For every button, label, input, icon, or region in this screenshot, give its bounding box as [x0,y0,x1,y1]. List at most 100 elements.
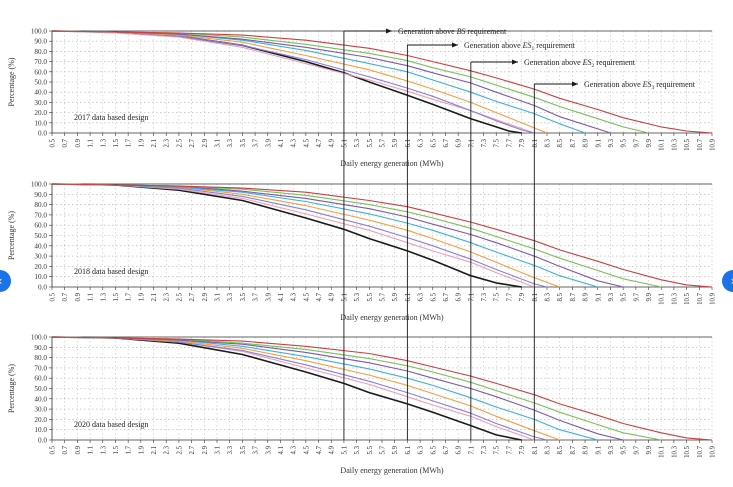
x-tick-label: 8.7 [570,292,577,301]
x-tick-label: 8.9 [583,445,590,454]
x-tick-label: 7.9 [519,445,526,454]
x-tick-label: 6.3 [418,445,425,454]
x-tick-label: 1.5 [113,292,120,301]
y-tick-label: 20.0 [34,416,47,424]
x-tick-label: 10.1 [659,446,666,458]
x-tick-label: 9.3 [608,445,615,454]
x-tick-label: 8.7 [570,445,577,454]
panel-label: 2017 data based design [74,113,148,122]
x-tick-label: 0.7 [62,445,69,454]
x-tick-label: 8.9 [583,292,590,301]
x-tick-label: 7.7 [506,445,513,454]
x-tick-label: 4.5 [303,292,310,301]
y-tick-label: 50.0 [34,385,47,393]
x-tick-label: 8.9 [583,138,590,147]
y-tick-label: 70.0 [34,58,47,66]
y-tick-label: 0.0 [38,130,47,138]
x-tick-label: 3.1 [215,293,222,302]
series-line-3 [51,30,535,134]
x-tick-label: 5.1 [341,293,348,302]
x-tick-label: 6.5 [430,292,437,301]
panel-1: 0.0 10.0 20.0 30.0 40.0 50.0 60.0 70.0 80.0 90.0 1… [7,28,717,169]
y-tick-label: 20.0 [34,263,47,271]
panel-2: 0.0 10.0 20.0 30.0 40.0 50.0 60.0 70.0 80.0 90.0 1… [7,181,717,323]
x-tick-label: 3.7 [253,292,260,301]
x-tick-label: 9.7 [633,292,640,301]
panel-label: 2018 data based design [74,267,148,276]
x-tick-label: 6.1 [405,446,412,455]
x-tick-label: 6.3 [418,138,425,147]
x-tick-label: 1.1 [88,139,95,148]
x-tick-label: 1.1 [88,293,95,302]
x-tick-label: 10.7 [697,138,704,150]
previous-figure-button[interactable]: ‹ [0,270,11,292]
y-tick-label: 10.0 [34,119,47,127]
x-tick-label: 4.9 [329,292,336,301]
x-tick-label: 10.3 [671,138,678,150]
y-tick-label: 40.0 [34,395,47,403]
x-tick-label: 10.1 [659,293,666,305]
x-tick-label: 1.1 [88,446,95,455]
x-tick-label: 4.7 [316,445,323,454]
annotation-arrowhead [386,28,392,34]
x-tick-label: 10.5 [684,138,691,150]
x-tick-label: 2.1 [151,139,158,148]
x-tick-label: 8.3 [545,445,552,454]
x-tick-label: 4.3 [291,292,298,301]
x-tick-label: 1.7 [126,138,133,147]
x-tick-label: 7.1 [468,293,475,302]
x-tick-label: 9.9 [646,292,653,301]
x-tick-label: 6.7 [443,445,450,454]
y-tick-label: 40.0 [34,89,47,97]
x-axis-title: Daily energy generation (MWh) [340,313,443,322]
y-tick-label: 60.0 [34,222,47,230]
x-tick-label: 8.3 [545,138,552,147]
x-tick-label: 7.3 [481,292,488,301]
x-tick-label: 5.9 [392,292,399,301]
x-tick-label: 2.7 [189,292,196,301]
y-tick-label: 30.0 [34,99,47,107]
x-tick-label: 4.7 [316,138,323,147]
x-tick-label: 8.1 [532,446,539,455]
y-tick-label: 30.0 [34,406,47,414]
x-tick-label: 4.1 [278,293,285,302]
series-line-6 [51,30,611,134]
x-axis-title: Daily energy generation (MWh) [340,466,443,475]
y-tick-label: 10.0 [34,426,47,434]
x-tick-label: 7.5 [494,445,501,454]
x-tick-label: 3.9 [265,445,272,454]
x-tick-label: 6.1 [405,293,412,302]
x-tick-label: 0.9 [75,292,82,301]
x-tick-label: 3.3 [227,138,234,147]
x-tick-label: 3.7 [253,445,260,454]
x-tick-label: 2.5 [176,138,183,147]
x-tick-label: 9.5 [621,292,628,301]
x-tick-label: 3.7 [253,138,260,147]
x-tick-label: 2.3 [164,138,171,147]
x-tick-label: 6.5 [430,138,437,147]
x-tick-label: 1.3 [100,445,107,454]
x-tick-label: 9.7 [633,138,640,147]
x-tick-label: 5.5 [367,138,374,147]
x-tick-label: 10.9 [710,138,717,150]
x-tick-label: 4.1 [278,139,285,148]
y-tick-label: 100.0 [31,181,48,189]
x-tick-label: 5.9 [392,445,399,454]
y-tick-label: 0.0 [38,284,47,292]
annotation-arrowhead [452,42,458,48]
x-tick-label: 9.3 [608,292,615,301]
y-tick-label: 90.0 [34,191,47,199]
y-tick-label: 50.0 [34,79,47,87]
next-figure-button[interactable]: › [722,270,733,292]
x-tick-label: 1.9 [138,138,145,147]
x-tick-label: 6.9 [456,292,463,301]
x-tick-label: 6.5 [430,445,437,454]
x-tick-label: 2.3 [164,292,171,301]
x-tick-label: 7.5 [494,138,501,147]
x-tick-label: 10.5 [684,445,691,457]
x-tick-label: 9.5 [621,138,628,147]
x-tick-label: 2.7 [189,138,196,147]
x-tick-label: 3.1 [215,139,222,148]
x-tick-label: 9.1 [595,293,602,302]
